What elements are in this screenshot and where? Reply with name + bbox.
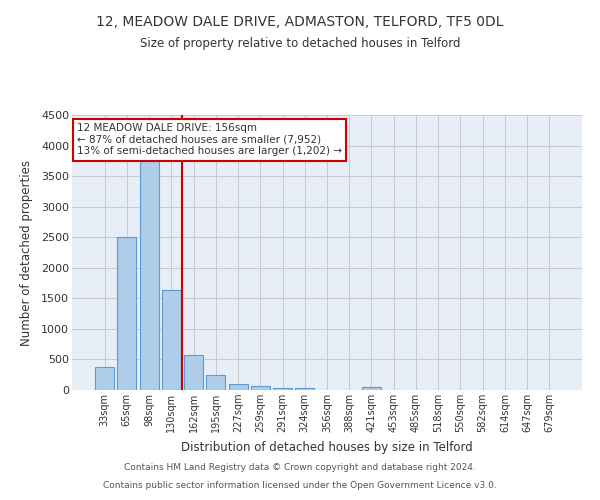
Bar: [118, 237, 136, 390]
Text: Contains public sector information licensed under the Open Government Licence v3: Contains public sector information licen…: [103, 481, 497, 490]
Bar: [206, 376, 225, 390]
Text: Size of property relative to detached houses in Telford: Size of property relative to detached ho…: [140, 38, 460, 51]
Bar: [184, 354, 203, 390]
Bar: [273, 388, 292, 390]
Y-axis label: Number of detached properties: Number of detached properties: [20, 160, 33, 346]
Bar: [162, 290, 181, 390]
Text: Contains HM Land Registry data © Crown copyright and database right 2024.: Contains HM Land Registry data © Crown c…: [124, 464, 476, 472]
X-axis label: Distribution of detached houses by size in Telford: Distribution of detached houses by size …: [181, 440, 473, 454]
Text: 12, MEADOW DALE DRIVE, ADMASTON, TELFORD, TF5 0DL: 12, MEADOW DALE DRIVE, ADMASTON, TELFORD…: [96, 15, 504, 29]
Bar: [140, 161, 158, 390]
Bar: [295, 388, 314, 390]
Bar: [95, 367, 114, 390]
Bar: [251, 386, 270, 390]
Bar: [362, 387, 381, 390]
Text: 12 MEADOW DALE DRIVE: 156sqm
← 87% of detached houses are smaller (7,952)
13% of: 12 MEADOW DALE DRIVE: 156sqm ← 87% of de…: [77, 123, 342, 156]
Bar: [229, 384, 248, 390]
